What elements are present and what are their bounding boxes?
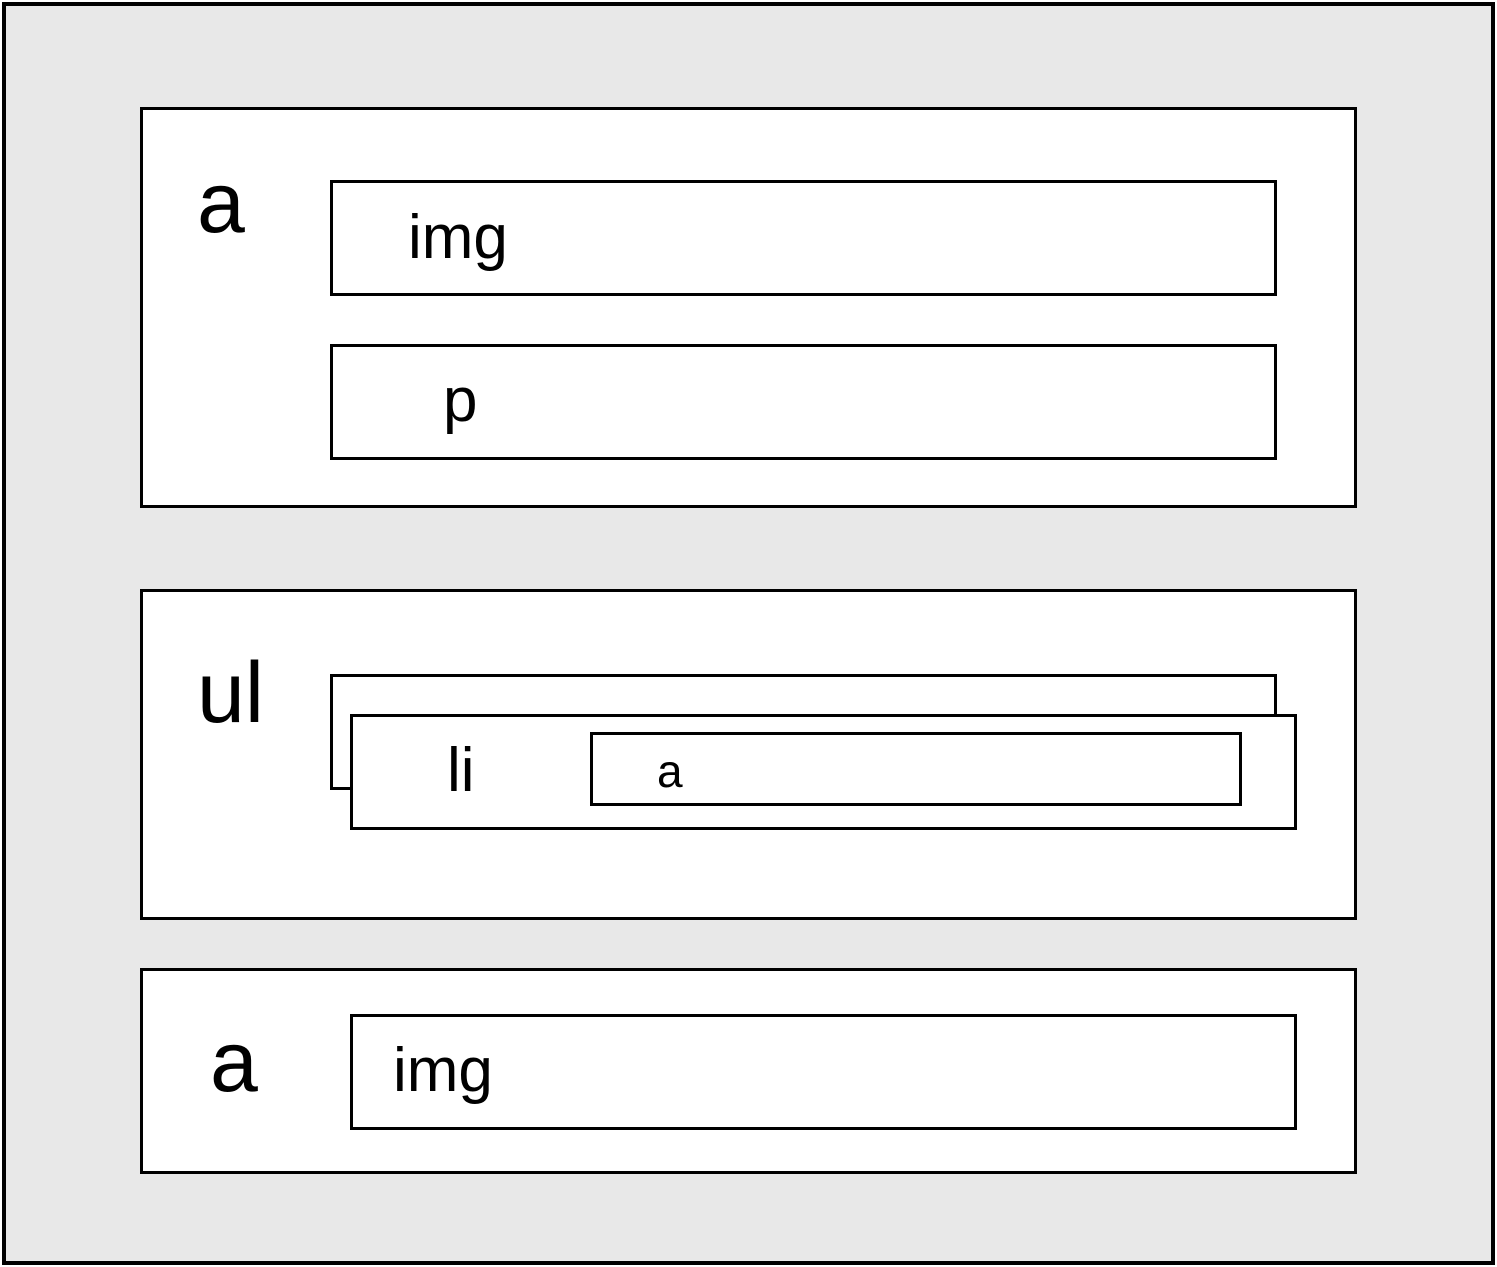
list-block-label: ul	[197, 645, 264, 741]
img-box-2	[350, 1014, 1297, 1130]
paragraph-box-label: p	[443, 366, 478, 435]
list-item-anchor-box	[590, 732, 1242, 806]
paragraph-box	[330, 344, 1277, 460]
anchor-block-1-label: a	[197, 155, 245, 251]
list-item-box-label: li	[447, 736, 475, 805]
list-item-anchor-label: a	[657, 745, 683, 797]
img-box-1	[330, 180, 1277, 296]
img-box-2-label: img	[393, 1036, 493, 1105]
anchor-block-2-label: a	[210, 1014, 258, 1110]
img-box-1-label: img	[408, 203, 508, 272]
